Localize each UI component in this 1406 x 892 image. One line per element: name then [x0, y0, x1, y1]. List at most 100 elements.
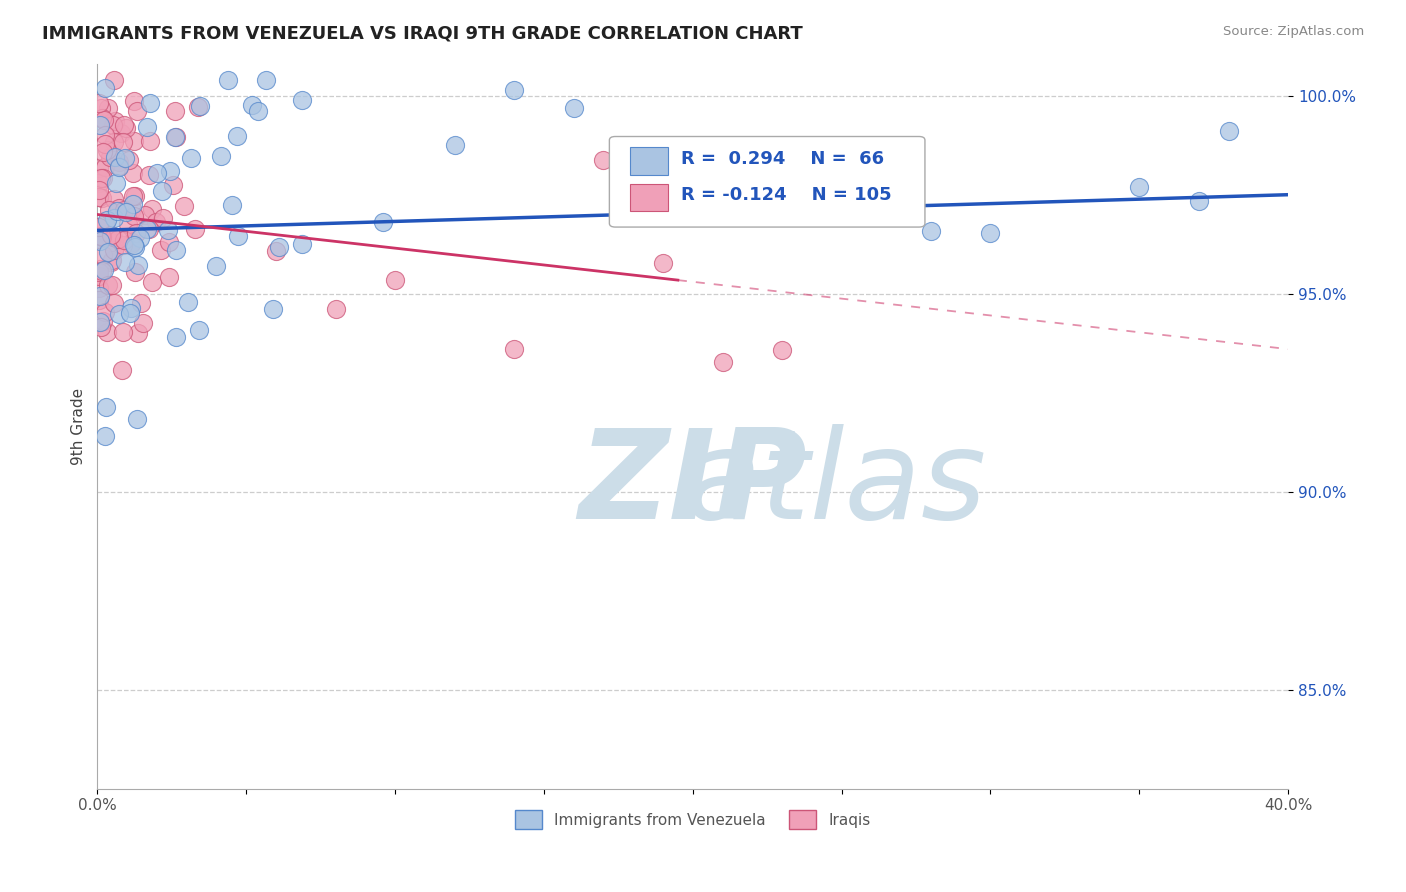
Point	[114, 255, 136, 269]
Point	[384, 273, 406, 287]
Point	[371, 215, 394, 229]
Point	[1218, 123, 1240, 137]
Point	[103, 192, 125, 206]
Point	[122, 134, 145, 148]
Point	[187, 323, 209, 337]
Point	[94, 128, 117, 142]
Point	[129, 231, 152, 245]
Point	[682, 189, 704, 203]
Point	[94, 81, 117, 95]
Point	[146, 166, 169, 180]
Point	[96, 143, 118, 157]
FancyBboxPatch shape	[630, 184, 668, 211]
Point	[115, 121, 138, 136]
Point	[111, 363, 134, 377]
Point	[165, 243, 187, 257]
FancyBboxPatch shape	[630, 147, 668, 175]
Point	[291, 93, 314, 107]
Point	[187, 100, 209, 114]
Point	[145, 215, 167, 229]
Text: atlas: atlas	[685, 424, 987, 545]
Point	[592, 153, 614, 167]
Point	[89, 289, 111, 303]
Point	[93, 113, 115, 128]
Point	[93, 263, 115, 277]
Point	[112, 202, 135, 217]
Point	[127, 258, 149, 272]
Point	[89, 119, 111, 133]
Point	[262, 301, 284, 316]
Point	[96, 212, 118, 227]
Point	[165, 330, 187, 344]
Point	[205, 259, 228, 273]
Point	[183, 221, 205, 235]
Point	[108, 307, 131, 321]
Point	[157, 235, 180, 250]
Point	[115, 205, 138, 219]
Point	[152, 211, 174, 226]
Point	[652, 256, 675, 270]
FancyBboxPatch shape	[609, 136, 925, 227]
Point	[118, 306, 141, 320]
Point	[87, 281, 110, 295]
Point	[254, 73, 277, 87]
Point	[157, 223, 180, 237]
Point	[188, 99, 211, 113]
Point	[87, 265, 110, 279]
Point	[87, 219, 110, 234]
Point	[87, 182, 110, 196]
Point	[122, 188, 145, 202]
Point	[503, 83, 526, 97]
Point	[1128, 180, 1150, 194]
Point	[264, 244, 287, 258]
Point	[112, 233, 135, 247]
Point	[149, 243, 172, 257]
Point	[93, 305, 115, 319]
Point	[90, 170, 112, 185]
Legend: Immigrants from Venezuela, Iraqis: Immigrants from Venezuela, Iraqis	[509, 805, 877, 835]
Point	[325, 302, 347, 317]
Point	[443, 137, 465, 152]
Point	[97, 102, 120, 116]
Point	[134, 208, 156, 222]
Point	[831, 206, 853, 220]
Point	[100, 228, 122, 243]
Point	[97, 228, 120, 243]
Point	[770, 343, 793, 357]
Point	[122, 94, 145, 108]
Point	[150, 184, 173, 198]
Point	[101, 118, 124, 132]
Point	[90, 320, 112, 334]
Point	[110, 127, 132, 141]
Point	[96, 401, 118, 415]
Point	[94, 136, 117, 151]
Point	[157, 270, 180, 285]
Point	[180, 151, 202, 165]
Point	[124, 265, 146, 279]
Point	[920, 224, 942, 238]
Point	[87, 190, 110, 204]
Point	[221, 198, 243, 212]
Point	[90, 101, 112, 115]
Point	[125, 103, 148, 118]
Point	[163, 130, 186, 145]
Point	[1188, 194, 1211, 208]
Point	[93, 160, 115, 174]
Point	[89, 176, 111, 190]
Text: IMMIGRANTS FROM VENEZUELA VS IRAQI 9TH GRADE CORRELATION CHART: IMMIGRANTS FROM VENEZUELA VS IRAQI 9TH G…	[42, 25, 803, 43]
Point	[217, 73, 239, 87]
Point	[124, 240, 146, 254]
Point	[97, 244, 120, 259]
Y-axis label: 9th Grade: 9th Grade	[72, 388, 86, 465]
Point	[831, 202, 853, 216]
Point	[107, 201, 129, 215]
Point	[112, 118, 135, 132]
Point	[101, 278, 124, 293]
Point	[104, 114, 127, 128]
Point	[87, 232, 110, 246]
Point	[90, 228, 112, 243]
Point	[159, 163, 181, 178]
Point	[87, 161, 110, 176]
Point	[226, 228, 249, 243]
Point	[138, 222, 160, 236]
